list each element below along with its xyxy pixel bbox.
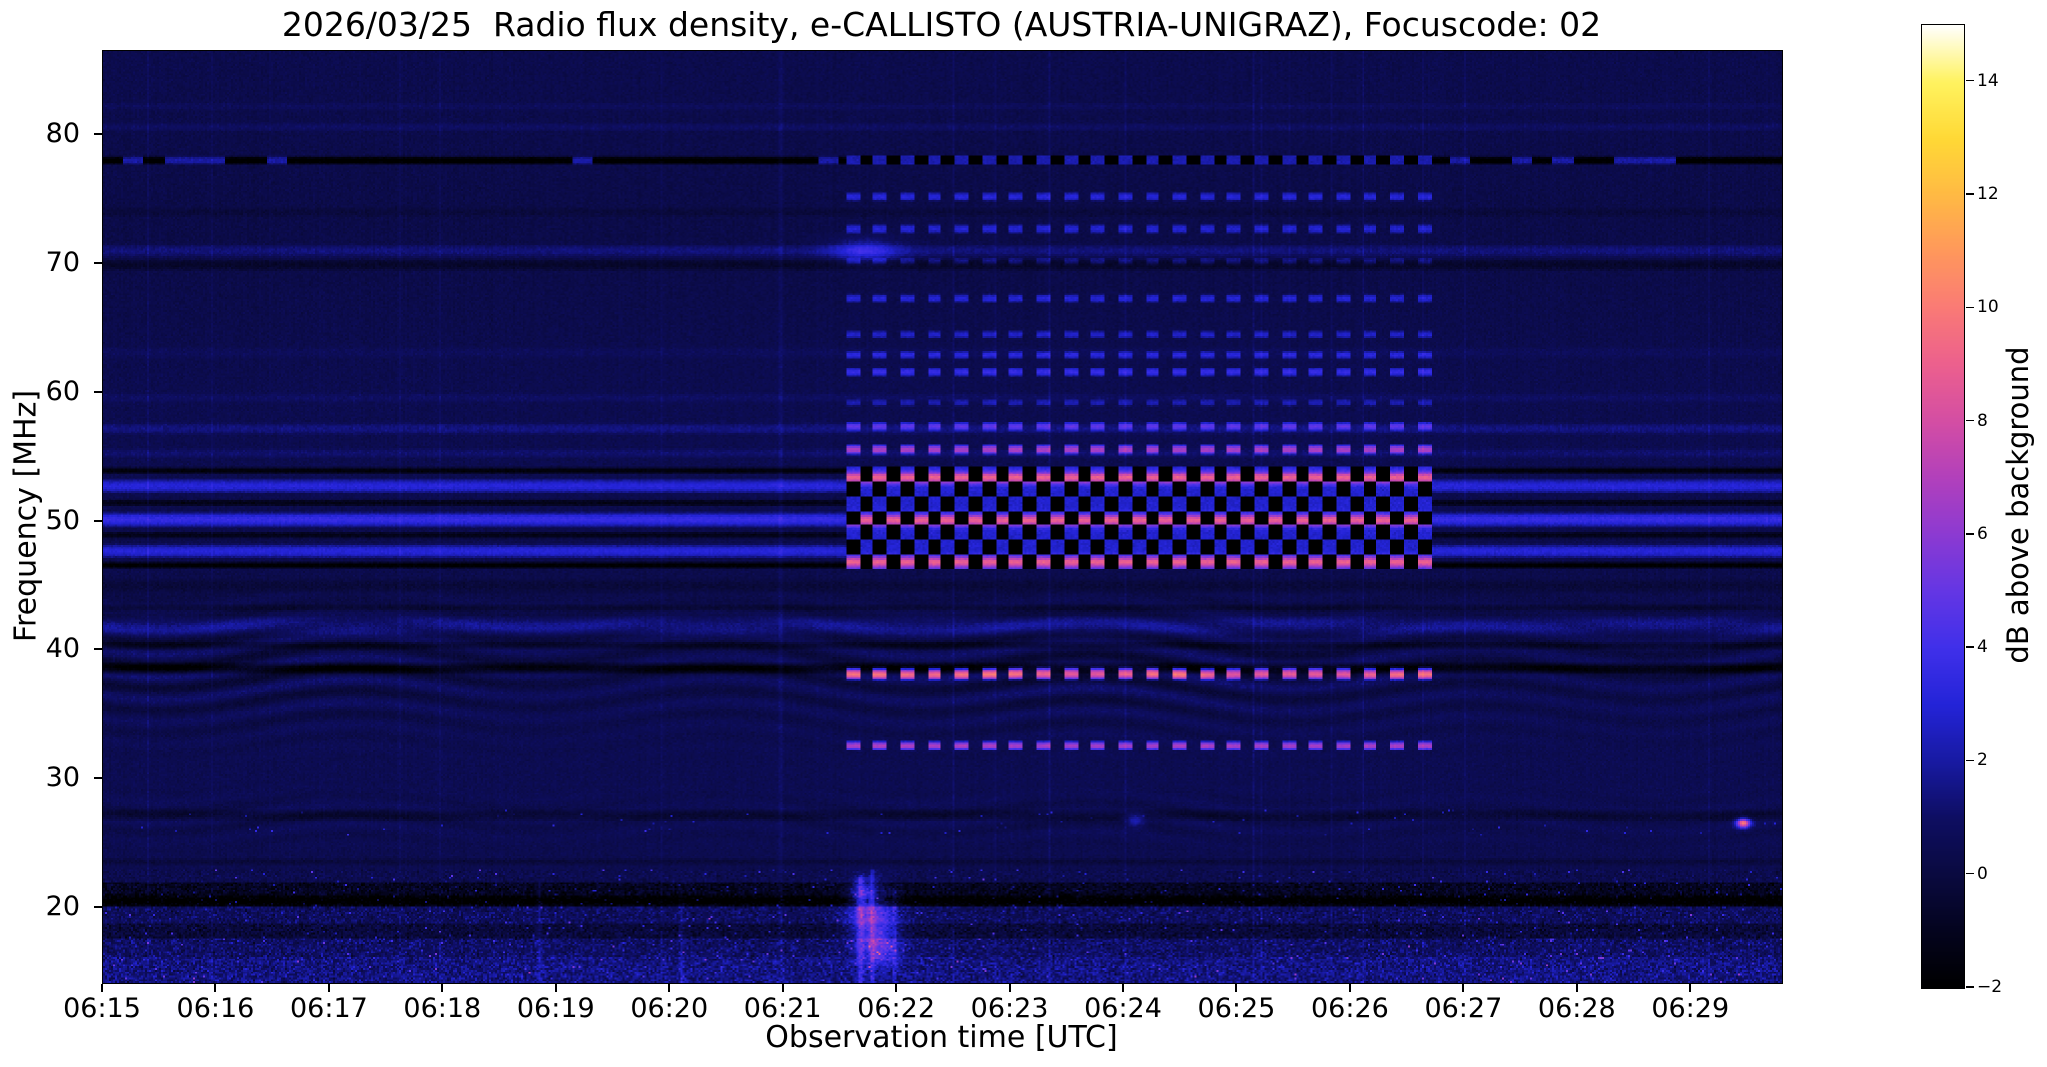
x-tick-mark [1008,984,1011,992]
x-tick-label: 06:18 [403,993,482,1024]
y-tick-label: 30 [45,762,80,794]
colorbar-label: dB above background [2001,346,2035,664]
x-tick-mark [1575,984,1578,992]
y-tick-label: 80 [45,117,80,149]
y-tick-label: 60 [45,375,80,407]
plot-area [102,50,1783,984]
y-tick-mark [94,132,102,135]
colorbar-tick-label: 2 [1977,750,1988,771]
colorbar-tick-label: 0 [1977,863,1988,884]
x-tick-mark [895,984,898,992]
x-tick-label: 06:23 [970,993,1049,1024]
chart-title: 2026/03/25 Radio flux density, e-CALLIST… [281,5,1602,44]
x-tick-label: 06:24 [1084,993,1162,1024]
x-tick-mark [1235,984,1238,992]
colorbar-tick-label: −2 [1977,977,2003,997]
colorbar [1921,24,1965,989]
colorbar-tick-label: 14 [1977,70,1999,91]
x-tick-mark [327,984,330,992]
y-tick-mark [94,390,102,393]
x-tick-label: 06:27 [1424,993,1503,1024]
colorbar-tick-mark [1966,986,1974,988]
x-tick-mark [781,984,784,992]
colorbar-tick-label: 6 [1977,523,1988,544]
x-tick-mark [554,984,557,992]
x-tick-label: 06:26 [1310,993,1389,1024]
y-tick-label: 70 [45,246,80,278]
x-tick-label: 06:21 [743,993,822,1024]
x-tick-mark [1462,984,1465,992]
y-tick-mark [94,519,102,522]
colorbar-tick-mark [1966,646,1974,648]
y-tick-mark [94,261,102,264]
y-tick-mark [94,906,102,909]
colorbar-tick-mark [1966,533,1974,535]
x-tick-mark [441,984,444,992]
y-tick-label: 40 [45,633,80,665]
x-tick-label: 06:29 [1651,993,1730,1024]
colorbar-tick-mark [1966,419,1974,422]
colorbar-tick-mark [1966,79,1974,82]
x-tick-label: 06:19 [516,993,595,1024]
x-tick-mark [1122,984,1124,992]
colorbar-tick-mark [1966,873,1974,875]
y-tick-label: 50 [45,504,80,536]
colorbar-tick-label: 4 [1977,637,1988,658]
x-axis-label: Observation time [UTC] [765,1020,1118,1055]
x-tick-label: 06:25 [1197,993,1276,1024]
colorbar-tick-label: 10 [1977,297,1999,318]
colorbar-gradient [1922,25,1964,988]
x-tick-label: 06:17 [289,993,368,1024]
x-tick-label: 06:28 [1537,993,1616,1024]
x-tick-mark [668,984,671,992]
x-tick-label: 06:15 [63,993,141,1024]
x-tick-label: 06:22 [857,993,936,1024]
x-tick-mark [1689,984,1692,992]
x-tick-mark [214,984,217,992]
x-tick-mark [101,984,103,992]
colorbar-tick-label: 8 [1977,410,1988,431]
x-tick-label: 06:16 [176,993,255,1024]
colorbar-tick-mark [1966,306,1974,308]
spectrogram-heatmap [103,51,1782,983]
colorbar-tick-mark [1966,193,1974,195]
colorbar-tick-mark [1966,759,1974,762]
y-tick-label: 20 [45,891,80,923]
y-tick-mark [94,648,102,651]
x-tick-mark [1348,984,1351,992]
x-tick-label: 06:20 [630,993,709,1024]
y-tick-mark [94,777,102,780]
colorbar-tick-label: 12 [1977,183,1999,204]
